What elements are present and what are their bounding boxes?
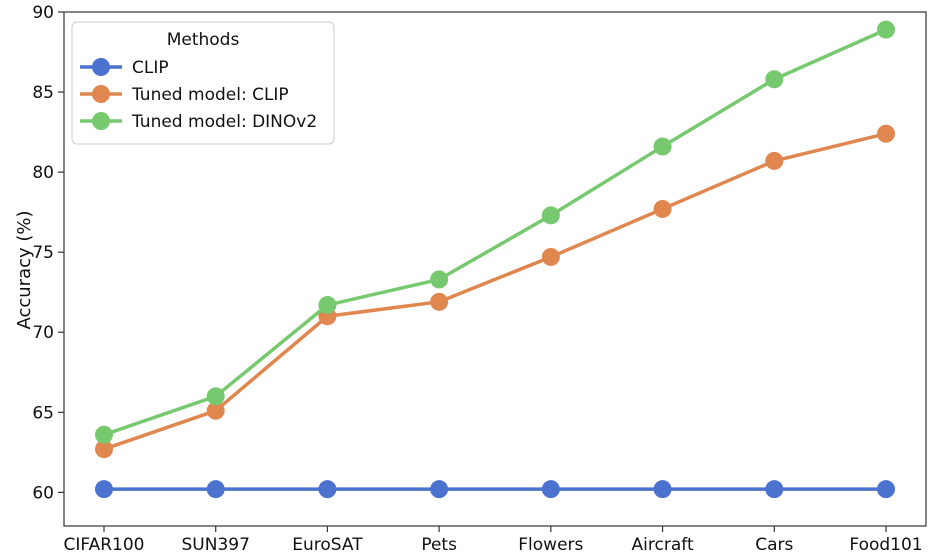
legend-label: CLIP <box>132 58 169 78</box>
y-axis: 60 65 70 75 80 85 90 <box>32 3 64 503</box>
data-point <box>430 270 449 289</box>
data-point <box>430 480 449 499</box>
legend-label: Tuned model: DINOv2 <box>131 112 317 132</box>
y-tick-label: 85 <box>32 83 54 103</box>
data-point <box>653 199 672 218</box>
series-tuned-model-dinov2 <box>95 20 895 444</box>
y-tick-label: 75 <box>32 243 54 263</box>
data-point <box>541 206 560 225</box>
legend-label: Tuned model: CLIP <box>131 85 289 105</box>
data-point <box>318 296 337 315</box>
y-tick-label: 65 <box>32 403 54 423</box>
x-tick-label: Cars <box>755 535 793 553</box>
legend-marker <box>92 112 110 130</box>
data-point <box>653 137 672 156</box>
legend: Methods CLIP Tuned model: CLIP Tuned model… <box>71 21 335 145</box>
data-point <box>541 247 560 266</box>
legend-item: Tuned model: DINOv2 <box>80 112 317 132</box>
data-point <box>877 124 895 143</box>
data-point <box>430 292 449 311</box>
data-point <box>765 480 784 499</box>
data-point <box>541 480 560 499</box>
y-axis-title: Accuracy (%) <box>14 210 35 329</box>
y-tick-label: 70 <box>32 323 54 343</box>
series-line <box>103 28 887 437</box>
data-point <box>318 480 337 499</box>
legend-marker <box>92 58 110 76</box>
series-line <box>103 131 887 451</box>
plot-frame <box>63 11 927 527</box>
y-tick-label: 90 <box>32 3 54 23</box>
data-point <box>765 70 784 89</box>
y-tick-label: 60 <box>32 483 54 503</box>
x-tick-label: Aircraft <box>632 535 694 553</box>
x-tick-label: Pets <box>421 535 457 553</box>
x-tick-label: EuroSAT <box>292 535 363 553</box>
x-axis: CIFAR100 SUN397 EuroSAT Pets Flowers Aircraft… <box>64 526 923 553</box>
data-point <box>95 425 113 444</box>
series-layer <box>95 20 895 499</box>
data-point <box>95 480 113 499</box>
y-tick-label: 80 <box>32 163 54 183</box>
x-tick-label: Food101 <box>849 535 922 553</box>
series-clip <box>95 480 895 499</box>
data-point <box>95 440 113 459</box>
x-tick-label: Flowers <box>518 535 583 553</box>
legend-title: Methods <box>167 30 240 50</box>
legend-box <box>71 21 335 145</box>
legend-item: CLIP <box>80 58 169 78</box>
data-point <box>877 20 895 39</box>
series-tuned-model-clip <box>95 124 895 459</box>
x-tick-label: CIFAR100 <box>64 535 145 553</box>
x-tick-label: SUN397 <box>182 535 250 553</box>
legend-marker <box>92 85 110 103</box>
data-point <box>653 480 672 499</box>
data-point <box>765 151 784 170</box>
data-point <box>206 480 225 499</box>
legend-item: Tuned model: CLIP <box>80 85 289 105</box>
data-point <box>206 401 225 420</box>
data-point <box>206 387 225 406</box>
data-point <box>877 480 895 499</box>
